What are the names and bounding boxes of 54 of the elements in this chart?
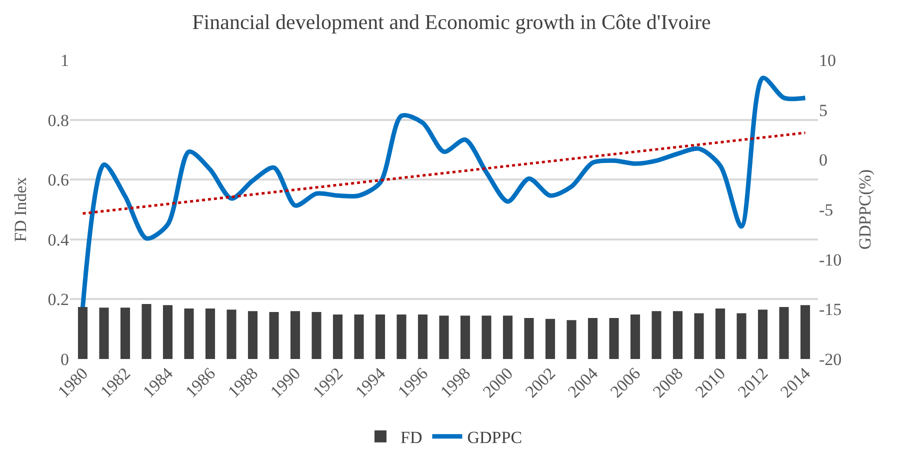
bar	[630, 314, 640, 359]
y-axis-title: FD Index	[11, 176, 30, 242]
bar	[290, 311, 300, 359]
y2-tick-label: -10	[819, 250, 842, 270]
y2-tick-label: -5	[819, 200, 834, 220]
bar	[715, 308, 726, 359]
bar	[482, 316, 492, 359]
bar	[524, 318, 534, 359]
bar	[205, 308, 216, 359]
legend-label: FD	[400, 428, 422, 447]
y-tick-label: 0.6	[48, 170, 69, 190]
bar	[312, 312, 322, 359]
bar	[800, 305, 810, 359]
bar	[162, 305, 173, 359]
bar	[779, 306, 789, 359]
y-tick-label: 0	[60, 350, 69, 369]
line-series	[80, 76, 808, 310]
y2-tick-label: -20	[819, 350, 842, 369]
y-tick-label: 0.8	[48, 110, 69, 130]
bar	[652, 311, 662, 359]
bar	[439, 316, 449, 359]
legend-label: GDPPC	[467, 428, 522, 447]
bar	[269, 312, 279, 359]
y2-tick-label: 0	[819, 150, 828, 170]
bar	[354, 314, 364, 359]
bar	[332, 314, 343, 359]
bar	[248, 311, 258, 359]
y2-tick-label: 10	[819, 50, 836, 70]
bar	[566, 320, 576, 359]
bar	[609, 318, 619, 359]
bar	[736, 313, 746, 359]
bar	[502, 316, 513, 359]
bar	[545, 318, 556, 359]
bar	[184, 308, 194, 359]
bar	[78, 306, 88, 359]
bar	[758, 310, 768, 359]
y2-tick-label: -15	[819, 300, 842, 320]
bar	[418, 314, 428, 359]
bar	[120, 308, 130, 359]
y2-tick-label: 5	[819, 100, 828, 120]
bar	[588, 318, 598, 359]
bar	[460, 316, 470, 359]
chart-title: Financial development and Economic growth in Côte d'Ivoire	[192, 10, 711, 34]
bar	[672, 311, 683, 359]
bar	[142, 304, 152, 359]
bar	[375, 314, 386, 359]
bar	[694, 313, 704, 359]
y-tick-label: 0.4	[48, 230, 70, 250]
y2-axis-title: GDPPC(%)	[856, 169, 874, 250]
bar	[396, 314, 406, 359]
y-tick-label: 1	[60, 50, 69, 70]
bar	[226, 310, 236, 359]
y-tick-label: 0.2	[48, 290, 69, 310]
bar	[99, 308, 109, 359]
